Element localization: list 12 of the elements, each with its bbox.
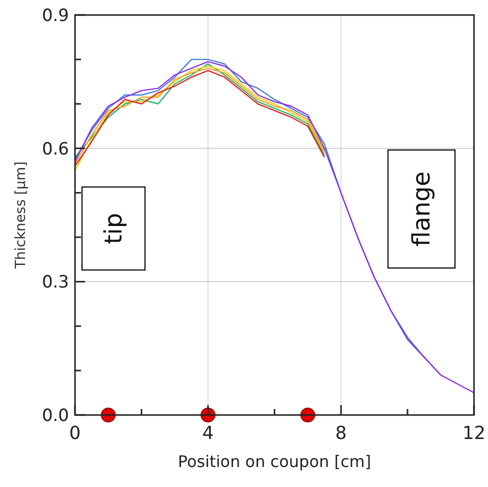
- y-tick-label: 0.6: [42, 139, 69, 160]
- x-tick-label: 8: [335, 423, 347, 444]
- y-tick-label: 0.9: [42, 6, 69, 26]
- x-tick-label: 0: [69, 423, 81, 444]
- y-axis-title: Thickness [µm]: [13, 161, 29, 270]
- x-tick-label: 12: [462, 423, 486, 444]
- x-axis-title: Position on coupon [cm]: [178, 452, 372, 471]
- y-tick-label: 0.3: [42, 272, 69, 293]
- x-tick-label: 4: [202, 423, 214, 444]
- annotation: flange: [408, 171, 436, 247]
- y-tick-label: 0.0: [42, 406, 69, 426]
- annotation: tip: [100, 212, 128, 244]
